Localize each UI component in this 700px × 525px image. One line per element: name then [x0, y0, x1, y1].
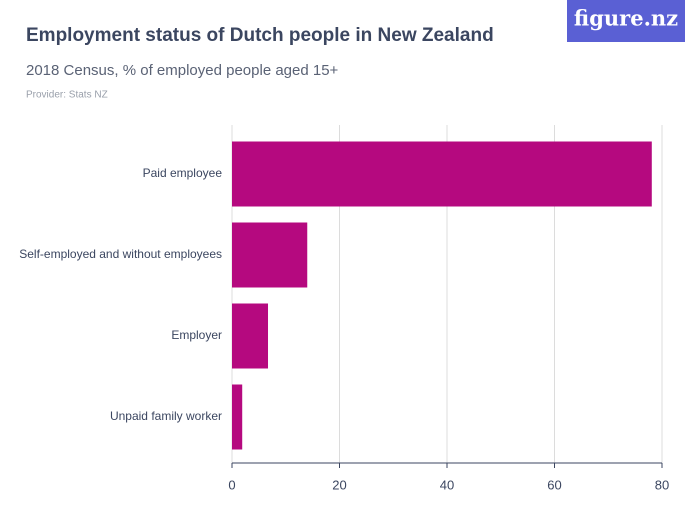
chart-subtitle: 2018 Census, % of employed people aged 1… [26, 62, 339, 79]
chart-title: Employment status of Dutch people in New… [26, 25, 494, 46]
logo[interactable]: figure.nz [574, 6, 678, 31]
logo-box[interactable] [567, 0, 685, 42]
bar [232, 303, 269, 369]
x-tick-label: 0 [228, 477, 235, 492]
x-tick-label: 80 [655, 477, 669, 492]
y-tick-label: Unpaid family worker [110, 409, 222, 423]
y-tick-label: Paid employee [143, 166, 223, 180]
bar [232, 384, 243, 450]
bar [232, 222, 308, 288]
y-tick-label: Employer [171, 328, 222, 342]
x-tick-label: 20 [332, 477, 346, 492]
provider: Provider: Stats NZ [26, 90, 108, 101]
x-tick-label: 60 [547, 477, 561, 492]
x-tick-label: 40 [440, 477, 454, 492]
bar [232, 141, 652, 207]
y-tick-label: Self-employed and without employees [19, 247, 222, 261]
